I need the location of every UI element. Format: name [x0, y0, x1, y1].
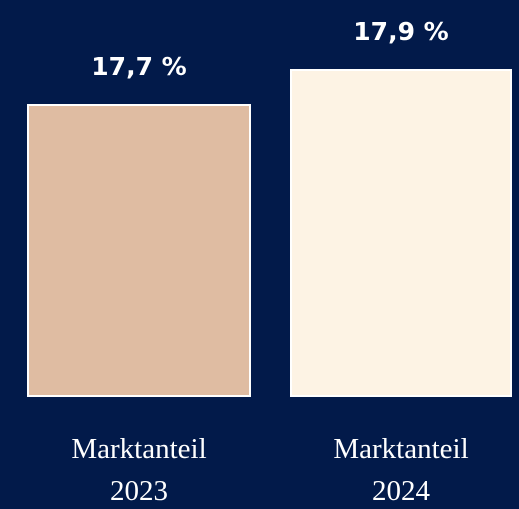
category-label: Marktanteil 2024	[333, 433, 469, 507]
category-label: Marktanteil 2023	[71, 433, 207, 507]
value-label: 17,9 %	[353, 17, 449, 47]
value-label: 17,7 %	[91, 51, 187, 81]
bar	[27, 103, 251, 397]
bar	[290, 69, 512, 397]
